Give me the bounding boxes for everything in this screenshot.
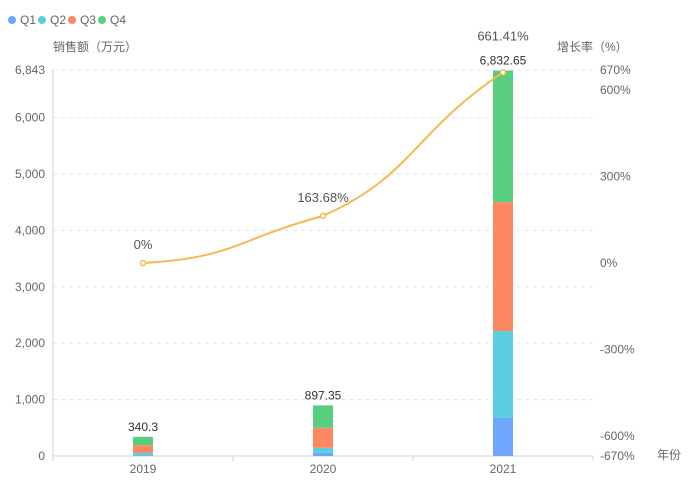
- x-axis-title: 年份: [657, 448, 681, 462]
- growth-rate-label: 163.68%: [297, 190, 349, 205]
- bar-Q2-2019: [133, 452, 153, 456]
- growth-rate-line: [142, 71, 504, 264]
- bar-Q2-2021: [493, 331, 513, 418]
- y-tick-label: 3,000: [15, 280, 45, 294]
- y-tick-label: 0: [38, 449, 45, 463]
- x-tick-label: 2021: [490, 462, 517, 476]
- bar-Q4-2021: [493, 70, 513, 203]
- y-tick-label: 6,843: [15, 63, 45, 77]
- y-tick-label: 5,000: [15, 167, 45, 181]
- growth-rate-label: 0%: [134, 237, 153, 252]
- legend-label-Q3[interactable]: Q3: [80, 13, 96, 27]
- bar-Q2-2020: [313, 447, 333, 453]
- legend-label-Q4[interactable]: Q4: [110, 13, 126, 27]
- y2-tick-label: -670%: [600, 449, 635, 463]
- y2-tick-label: 0%: [600, 256, 618, 270]
- legend-marker-Q3: [68, 16, 76, 24]
- y2-axis-title: 增长率（%）: [557, 39, 628, 54]
- bar-Q4-2020: [313, 405, 333, 428]
- x-tick-label: 2020: [310, 462, 337, 476]
- y-tick-label: 1,000: [15, 393, 45, 407]
- bar-Q3-2019: [133, 445, 153, 453]
- y2-tick-label: -600%: [600, 429, 635, 443]
- legend-marker-Q4: [98, 16, 106, 24]
- legend-label-Q1[interactable]: Q1: [20, 13, 36, 27]
- y2-tick-label: 600%: [600, 83, 631, 97]
- bar-total-label: 340.3: [128, 420, 158, 434]
- legend-marker-Q2: [38, 16, 46, 24]
- bar-Q1-2021: [493, 417, 513, 456]
- bar-Q3-2020: [313, 427, 333, 448]
- bar-Q1-2019: [133, 455, 153, 456]
- growth-rate-point: [499, 69, 507, 76]
- y2-tick-label: -300%: [600, 342, 635, 356]
- growth-rate-point: [139, 259, 147, 267]
- legend-marker-Q1: [8, 16, 16, 24]
- y-axis-title: 销售额（万元）: [53, 39, 137, 54]
- growth-rate-label: 661.41%: [477, 28, 529, 43]
- bar-Q4-2019: [133, 436, 153, 446]
- bar-total-label: 6,832.65: [480, 54, 527, 68]
- x-tick-label: 2019: [130, 462, 157, 476]
- y-tick-label: 2,000: [15, 336, 45, 350]
- legend-label-Q2[interactable]: Q2: [50, 13, 66, 27]
- y2-tick-label: 300%: [600, 170, 631, 184]
- bar-total-label: 897.35: [305, 388, 342, 402]
- y2-tick-label: 670%: [600, 63, 631, 77]
- y-tick-label: 4,000: [15, 223, 45, 237]
- bar-Q1-2020: [313, 452, 333, 456]
- y-tick-label: 6,000: [15, 111, 45, 125]
- bar-Q3-2021: [493, 202, 513, 332]
- growth-rate-point: [319, 212, 327, 220]
